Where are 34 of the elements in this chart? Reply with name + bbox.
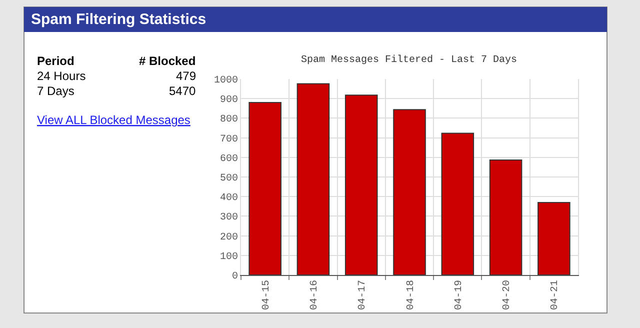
y-tick-label: 700 — [220, 134, 238, 146]
y-tick-label: 500 — [220, 174, 238, 184]
y-tick-label: 1000 — [214, 76, 238, 86]
bar — [296, 83, 330, 275]
y-tick-label: 0 — [232, 272, 238, 282]
text: View ALL Blocked Messages — [37, 113, 190, 127]
text: 7 Days — [37, 84, 74, 98]
bar — [393, 109, 426, 275]
text: 5470 — [169, 84, 196, 98]
bar — [489, 159, 522, 275]
x-tick-label: 04-18 — [406, 280, 417, 310]
text: 479 — [176, 69, 196, 83]
y-tick-label: 900 — [220, 95, 238, 106]
x-tick-label: 04-21 — [550, 280, 562, 310]
x-tick-label: 04-15 — [261, 280, 272, 310]
x-tick-label: 04-17 — [358, 280, 369, 310]
chart-subtitle: Spam Messages Filtered - Last 7 Days — [301, 54, 518, 66]
x-tick-label: 04-20 — [502, 280, 514, 310]
y-tick-label: 300 — [220, 212, 238, 224]
bar — [538, 202, 570, 275]
bar — [344, 94, 378, 275]
y-tick-label: 600 — [220, 154, 238, 165]
bar — [248, 102, 282, 275]
y-tick-label: 800 — [220, 114, 238, 126]
y-tick-label: 400 — [220, 193, 238, 204]
y-tick-label: 100 — [220, 252, 238, 263]
text: Period — [37, 54, 74, 68]
y-tick-label: 200 — [220, 232, 238, 244]
text: 24 Hours — [37, 69, 86, 83]
text: # Blocked — [139, 54, 196, 68]
bar — [441, 132, 474, 275]
x-tick-label: 04-16 — [309, 280, 320, 310]
text: Spam Filtering Statistics — [31, 11, 206, 28]
x-tick-label: 04-19 — [454, 280, 465, 310]
